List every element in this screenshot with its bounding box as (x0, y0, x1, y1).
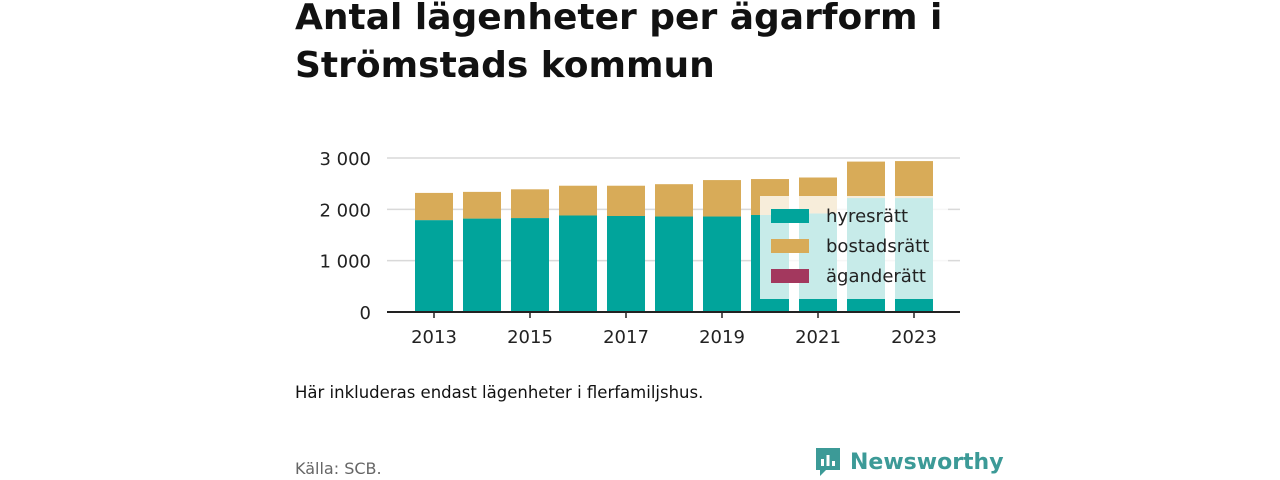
legend-label-äganderätt: äganderätt (826, 266, 926, 287)
bar-bostadsrätt-2013 (415, 192, 453, 221)
x-tick-label: 2017 (603, 327, 649, 348)
bar-hyresrätt-2014 (463, 218, 501, 312)
bar-bostadsrätt-2018 (655, 184, 693, 217)
x-tick-label: 2015 (507, 327, 553, 348)
y-axis-ticks: 0 1 000 2 000 3 000 (319, 149, 371, 324)
newsworthy-logo-icon (816, 448, 840, 476)
bar-hyresrätt-2016 (559, 215, 597, 312)
source-text: Källa: SCB. (295, 459, 382, 478)
bar-hyresrätt-2013 (415, 220, 453, 312)
y-tick-label: 2 000 (319, 200, 371, 221)
x-tick-label: 2023 (891, 327, 937, 348)
brand-logo: Newsworthy (814, 446, 1004, 478)
bar-bostadsrätt-2019 (703, 180, 741, 217)
x-axis-ticks: 2013 2015 2017 2019 2021 2023 (411, 312, 937, 348)
y-tick-label: 0 (360, 303, 371, 324)
x-tick-label: 2021 (795, 327, 841, 348)
bar-hyresrätt-2017 (607, 216, 645, 312)
bar-bostadsrätt-2014 (463, 191, 501, 219)
footnote: Här inkluderas endast lägenheter i flerf… (295, 383, 704, 402)
x-tick-label: 2013 (411, 327, 457, 348)
bar-bostadsrätt-2023 (895, 161, 933, 199)
legend-swatch-bostadsrätt (771, 239, 809, 253)
y-tick-label: 3 000 (319, 149, 371, 170)
legend-swatch-hyresrätt (771, 209, 809, 223)
x-tick-label: 2019 (699, 327, 745, 348)
legend-swatch-äganderätt (771, 269, 809, 283)
bar-bostadsrätt-2016 (559, 185, 597, 216)
legend-label-bostadsrätt: bostadsrätt (826, 236, 929, 257)
brand-name: Newsworthy (850, 449, 1004, 475)
bar-bostadsrätt-2017 (607, 185, 645, 217)
chart-title: Antal lägenheter per ägarform i Strömsta… (295, 0, 943, 86)
legend: hyresrätt bostadsrätt äganderätt (760, 196, 948, 299)
bar-hyresrätt-2019 (703, 216, 741, 312)
y-tick-label: 1 000 (319, 252, 371, 273)
bar-hyresrätt-2018 (655, 216, 693, 312)
legend-label-hyresrätt: hyresrätt (826, 206, 908, 227)
bar-bostadsrätt-2022 (847, 161, 885, 199)
bar-hyresrätt-2015 (511, 218, 549, 312)
bar-bostadsrätt-2015 (511, 189, 549, 219)
